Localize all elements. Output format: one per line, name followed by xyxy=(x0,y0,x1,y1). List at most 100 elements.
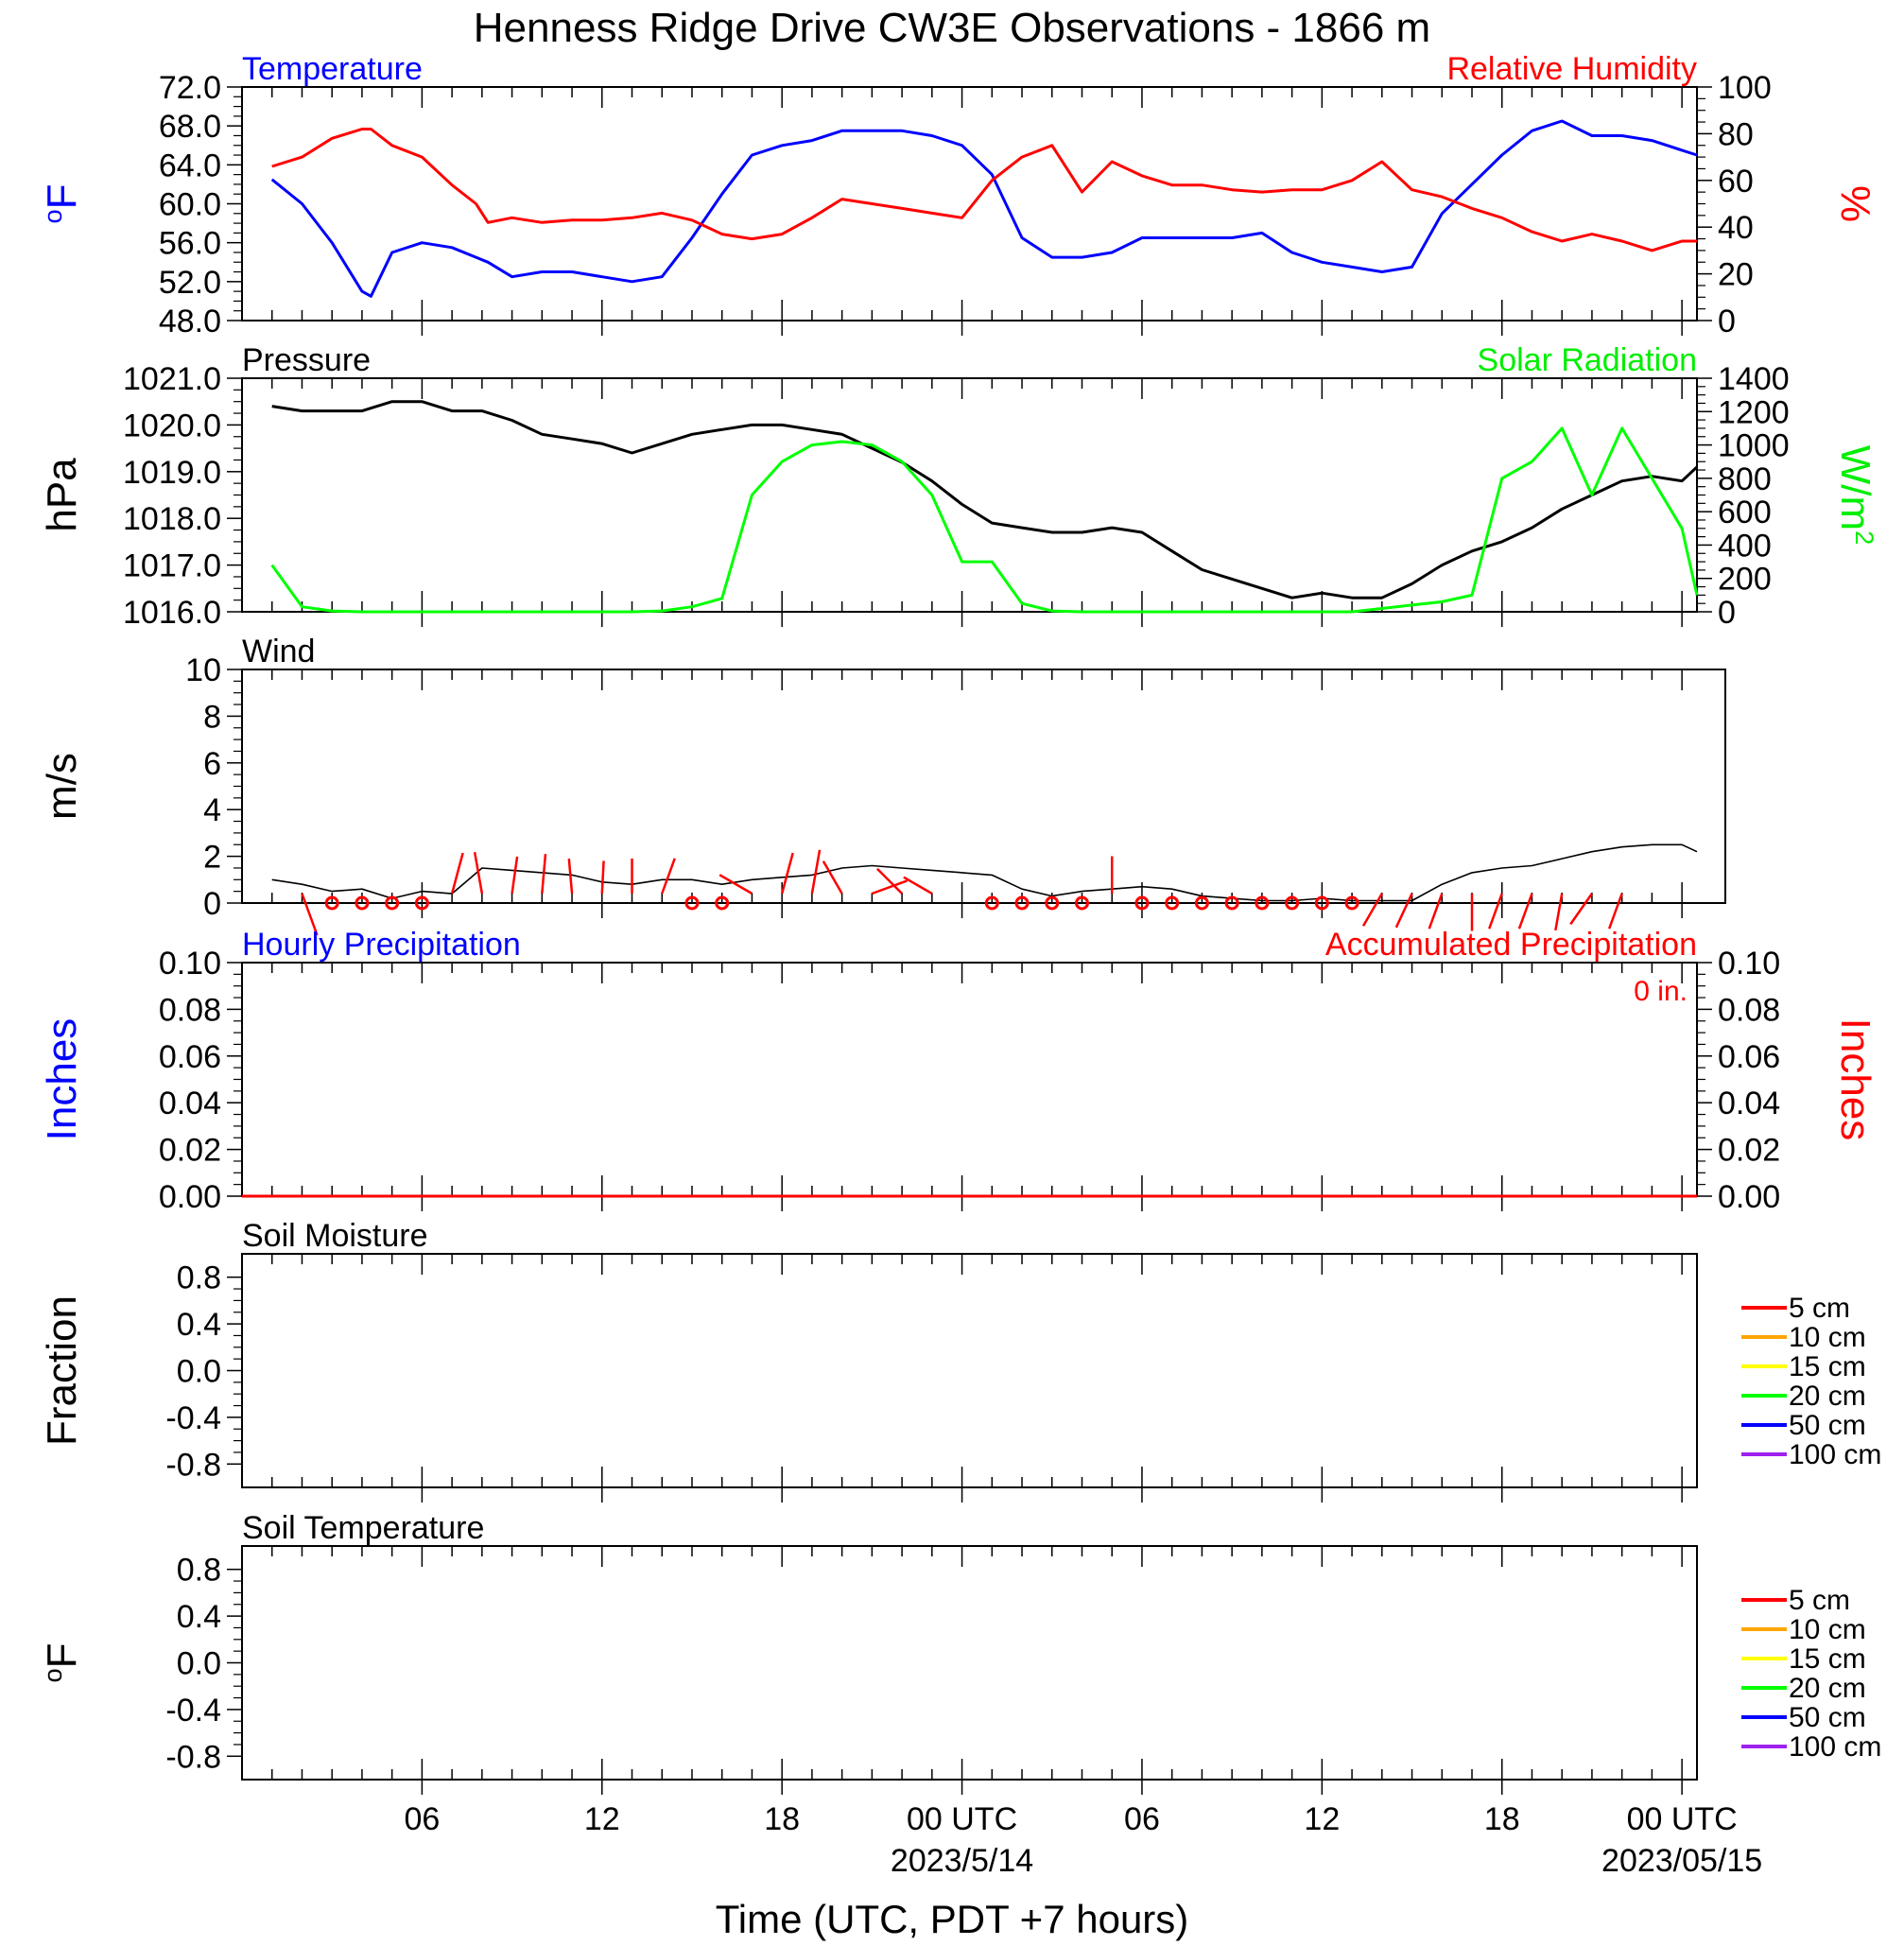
y-tick-label: 600 xyxy=(1718,495,1772,530)
wind-barb xyxy=(1394,893,1413,929)
calm-wind-marker xyxy=(324,895,339,911)
relative-humidity-line xyxy=(271,128,1697,252)
y-tick-label: 0.04 xyxy=(1718,1086,1780,1121)
y-tick-label: 0.10 xyxy=(1718,946,1780,982)
y-tick-label: -0.4 xyxy=(165,1400,221,1436)
panel-title-left: Soil Moisture xyxy=(242,1218,428,1254)
y-tick-label: 0.06 xyxy=(1718,1039,1780,1075)
y-tick-label: 1020.0 xyxy=(123,408,221,443)
y-tick-label: -0.8 xyxy=(165,1447,221,1483)
legend-label: 100 cm xyxy=(1789,1731,1881,1763)
y-tick-label: 6 xyxy=(203,746,221,782)
x-tick-label: 00 UTC xyxy=(907,1801,1017,1837)
x-tick-label: 12 xyxy=(1304,1801,1340,1837)
y-tick-label: -0.4 xyxy=(165,1693,221,1729)
calm-wind-marker xyxy=(715,895,730,911)
panel-title-left: Temperature xyxy=(242,51,423,87)
wind-barb xyxy=(822,860,843,895)
wind-barb xyxy=(1517,893,1533,930)
calm-wind-marker xyxy=(1134,895,1150,911)
y-tick-label: 400 xyxy=(1718,528,1772,564)
wind-barb xyxy=(1607,893,1623,930)
x-tick-label: 18 xyxy=(1484,1801,1520,1837)
panel-wind: Wind 0 2 4 6 8 10 m/s xyxy=(39,634,1726,936)
wind-barb xyxy=(600,860,605,895)
calm-wind-marker xyxy=(355,895,370,911)
wind-barb xyxy=(541,854,547,895)
y-axis-label-left: oF xyxy=(38,1642,86,1682)
y-tick-label: 0.02 xyxy=(1718,1133,1780,1169)
wind-barb xyxy=(718,874,753,895)
wind-barb xyxy=(1361,893,1383,927)
calm-wind-marker xyxy=(984,895,999,911)
y-tick-label: 20 xyxy=(1718,257,1754,293)
calm-wind-marker xyxy=(1014,895,1030,911)
legend-label: 20 cm xyxy=(1789,1673,1866,1704)
y-tick-label: 0.00 xyxy=(1718,1179,1780,1215)
wind-barb xyxy=(871,879,908,895)
wind-barb xyxy=(473,851,484,895)
y-tick-label: 0.02 xyxy=(159,1133,221,1169)
wind-barb xyxy=(1554,893,1564,931)
y-tick-label: 1000 xyxy=(1718,428,1790,464)
y-tick-label: 56.0 xyxy=(159,226,221,262)
y-tick-label: 0.08 xyxy=(1718,992,1780,1028)
y-axis-label-right: W/m2 xyxy=(1832,445,1880,546)
y-tick-label: 8 xyxy=(203,699,221,735)
panel-title-left: Hourly Precipitation xyxy=(242,927,521,963)
calm-wind-marker xyxy=(1285,895,1300,911)
legend-label: 15 cm xyxy=(1789,1351,1866,1382)
legend-label: 10 cm xyxy=(1789,1614,1866,1645)
y-tick-label: 0.8 xyxy=(177,1553,221,1589)
calm-wind-marker xyxy=(1074,895,1089,911)
y-tick-label: 68.0 xyxy=(159,109,221,145)
panel-title-left: Wind xyxy=(242,634,315,669)
figure-title: Henness Ridge Drive CW3E Observations - … xyxy=(474,5,1430,51)
temperature-line xyxy=(270,119,1698,298)
y-tick-label: 0 xyxy=(1718,595,1736,631)
y-axis-label-left: oF xyxy=(38,183,86,223)
y-tick-label: 800 xyxy=(1718,461,1772,497)
y-tick-label: 72.0 xyxy=(159,70,221,106)
legend-label: 5 cm xyxy=(1789,1293,1850,1324)
panel-temperature-humidity: Temperature Relative Humidity 48.052.056.0… xyxy=(38,51,1879,339)
y-tick-label: 0.08 xyxy=(159,992,221,1028)
y-tick-label: 100 xyxy=(1718,70,1772,106)
y-tick-label: 0.4 xyxy=(177,1599,221,1635)
panel-title-left: Pressure xyxy=(242,342,371,378)
wind-barb xyxy=(661,858,676,895)
y-tick-label: 48.0 xyxy=(159,304,221,339)
y-tick-label: -0.8 xyxy=(165,1739,221,1775)
x-tick-label: 12 xyxy=(584,1801,620,1837)
panel-title-right: Solar Radiation xyxy=(1478,342,1697,378)
wind-barb xyxy=(903,876,933,895)
wind-barb xyxy=(1428,893,1444,930)
calm-wind-marker xyxy=(1224,895,1239,911)
calm-wind-marker xyxy=(1255,895,1270,911)
y-tick-label: 52.0 xyxy=(159,265,221,301)
legend-label: 20 cm xyxy=(1789,1381,1866,1412)
legend-label: 100 cm xyxy=(1789,1439,1881,1470)
wind-barb xyxy=(780,852,794,895)
y-tick-label: 64.0 xyxy=(159,148,221,183)
panel-title-right: Relative Humidity xyxy=(1446,51,1697,87)
legend-label: 50 cm xyxy=(1789,1702,1866,1733)
y-tick-label: 0.8 xyxy=(177,1260,221,1296)
pressure-line xyxy=(271,400,1699,599)
y-tick-label: 1017.0 xyxy=(123,548,221,584)
y-tick-label: 0.0 xyxy=(177,1354,221,1390)
y-tick-label: 1200 xyxy=(1718,394,1790,430)
panel-title-left: Soil Temperature xyxy=(242,1510,484,1546)
y-tick-label: 1021.0 xyxy=(123,361,221,397)
y-tick-label: 1016.0 xyxy=(123,595,221,631)
accumulated-total: 0 in. xyxy=(1634,976,1688,1007)
wind-barb xyxy=(450,852,464,895)
y-tick-label: 60 xyxy=(1718,164,1754,200)
wind-barb xyxy=(301,893,319,936)
x-tick-label: 06 xyxy=(404,1801,440,1837)
panel-title-right: Accumulated Precipitation xyxy=(1325,927,1697,963)
y-tick-label: 0 xyxy=(203,886,221,922)
y-tick-label: 200 xyxy=(1718,562,1772,598)
legend-label: 5 cm xyxy=(1789,1585,1850,1616)
y-tick-label: 10 xyxy=(185,652,221,688)
